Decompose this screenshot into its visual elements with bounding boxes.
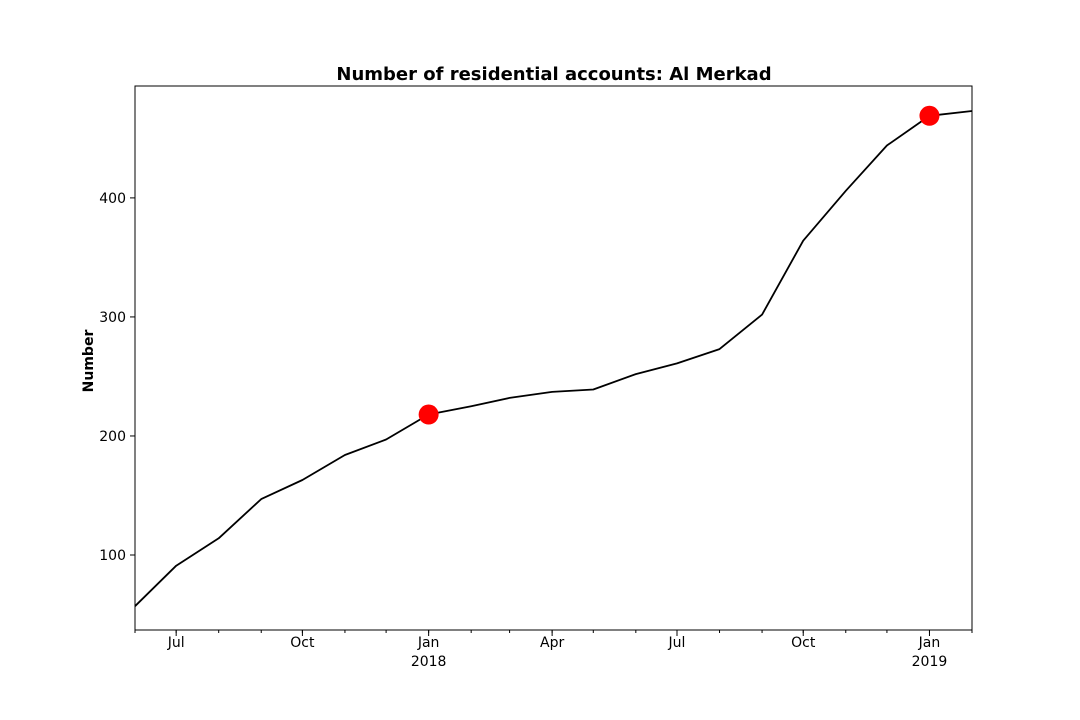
- chart-title: Number of residential accounts: Al Merka…: [336, 64, 771, 85]
- x-tick-label: Jul: [167, 635, 185, 651]
- y-tick-label: 400: [99, 191, 126, 207]
- x-tick-label: Jan: [417, 635, 440, 651]
- plot-frame: [134, 85, 973, 631]
- x-tick-label: Oct: [290, 635, 315, 651]
- y-tick-label: 100: [99, 548, 126, 564]
- x-tick-label: Jan: [918, 635, 941, 651]
- x-tick-year-label: 2018: [411, 654, 447, 670]
- x-tick-label: Jul: [668, 635, 686, 651]
- series-line: [134, 110, 973, 607]
- y-tick-label: 300: [99, 310, 126, 326]
- highlight-point: [919, 105, 940, 126]
- y-axis-label: Number: [81, 330, 97, 393]
- highlight-point: [418, 404, 439, 425]
- x-tick-label: Apr: [540, 635, 564, 651]
- x-tick-year-label: 2019: [912, 654, 948, 670]
- y-tick-label: 200: [99, 429, 126, 445]
- x-tick-label: Oct: [791, 635, 816, 651]
- plot-area: 100 200 300 400 Jul Oct Jan 2018 Apr Jul Oct Jan 201…: [99, 105, 973, 670]
